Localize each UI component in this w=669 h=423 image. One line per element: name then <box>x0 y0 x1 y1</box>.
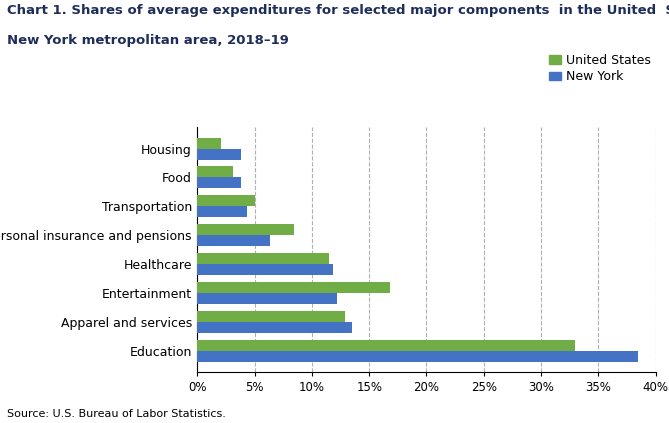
Bar <box>197 177 241 188</box>
Bar <box>197 253 329 264</box>
Text: Source: U.S. Bureau of Labor Statistics.: Source: U.S. Bureau of Labor Statistics. <box>7 409 225 419</box>
Bar <box>197 166 233 177</box>
Bar <box>197 264 332 275</box>
Bar <box>197 340 575 351</box>
Text: Chart 1. Shares of average expenditures for selected major components  in the Un: Chart 1. Shares of average expenditures … <box>7 4 669 17</box>
Text: New York metropolitan area, 2018–19: New York metropolitan area, 2018–19 <box>7 34 288 47</box>
Bar <box>197 282 390 293</box>
Bar <box>197 322 352 333</box>
Bar <box>197 195 255 206</box>
Bar <box>197 206 247 217</box>
Bar <box>197 351 638 362</box>
Bar <box>197 148 241 159</box>
Bar <box>197 311 345 322</box>
Bar <box>197 224 294 235</box>
Bar <box>197 293 337 304</box>
Bar <box>197 137 221 148</box>
Legend: United States, New York: United States, New York <box>544 49 656 88</box>
Bar <box>197 235 270 246</box>
